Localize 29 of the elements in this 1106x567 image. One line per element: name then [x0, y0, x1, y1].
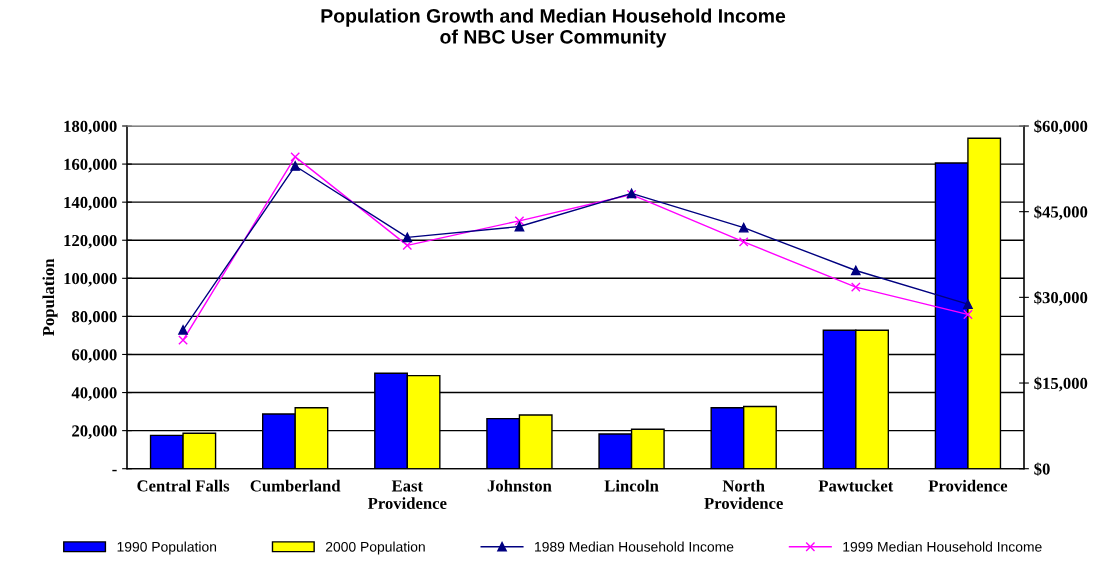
legend-label: 1989 Median Household Income [535, 541, 734, 552]
chart-title: Population Growth and Median Household Income of NBC User Community [321, 8, 786, 48]
legend-label: 2000 Population [325, 541, 425, 555]
x-tick-label: East Providence [367, 480, 447, 509]
x-tick-label: Central Falls [137, 479, 230, 492]
x-tick-label: Lincoln [604, 479, 659, 492]
y2-tick-label: $60,000 [1034, 119, 1088, 135]
y2-tick-label: $30,000 [1034, 291, 1088, 306]
x-tick-label: Providence [928, 479, 1008, 492]
y-tick-label: 120,000 [64, 234, 117, 249]
x-tick-label: Johnston [487, 479, 552, 492]
y2-tick-label: $0 [1034, 462, 1050, 476]
y-tick-label: 180,000 [64, 120, 117, 135]
y-tick-label: 140,000 [64, 196, 117, 211]
y2-tick-label: $15,000 [1034, 376, 1088, 392]
y-tick-label: 20,000 [72, 425, 117, 439]
y-tick-label: 80,000 [72, 311, 117, 325]
y-tick-label: 40,000 [71, 387, 117, 401]
legend-label: 1999 Median Household Income [843, 541, 1042, 552]
y-axis-title: Population [42, 258, 58, 336]
x-tick-label: Cumberland [250, 479, 341, 492]
legend-label: 1990 Population [117, 541, 217, 555]
x-tick-label: North Providence [704, 479, 783, 509]
y-tick-label: 100,000 [64, 273, 117, 287]
y-tick-label: - [112, 469, 117, 472]
y-tick-label: 60,000 [72, 349, 117, 363]
x-tick-label: Pawtucket [818, 479, 894, 492]
y2-tick-label: $45,000 [1034, 205, 1088, 221]
y-tick-label: 160,000 [64, 158, 117, 173]
